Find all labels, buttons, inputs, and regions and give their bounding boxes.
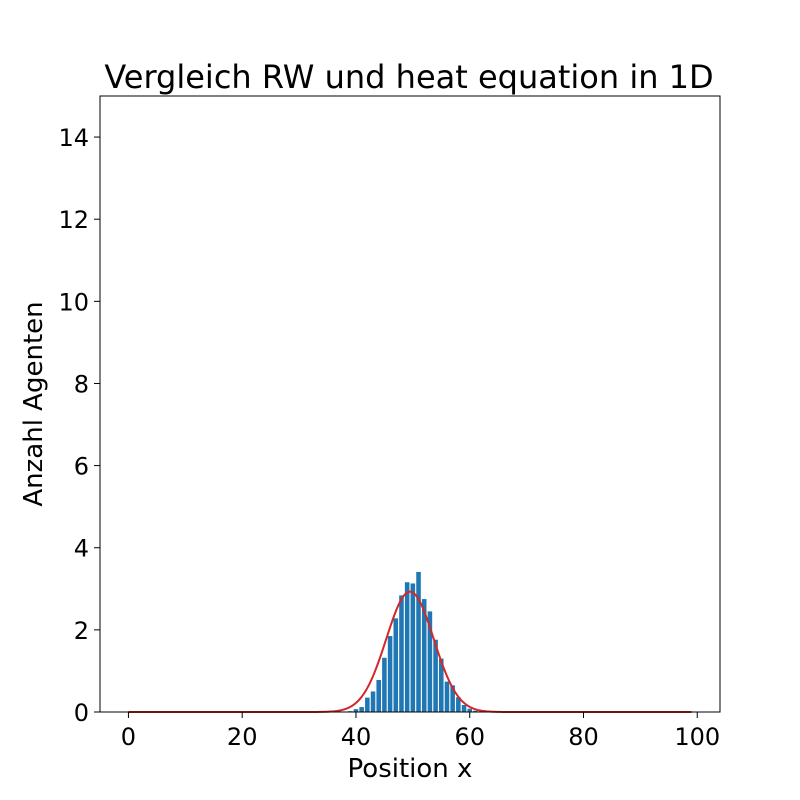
histogram-bar (387, 636, 393, 712)
histogram-bar (370, 691, 376, 712)
y-tick-label: 8 (74, 370, 89, 398)
x-tick-label: 100 (674, 723, 720, 751)
histogram-bar (376, 679, 381, 712)
histogram-bar (433, 639, 438, 712)
histogram-bar (467, 708, 472, 712)
x-tick-label: 0 (121, 723, 136, 751)
histogram-bar (421, 599, 427, 712)
histogram-bar (359, 707, 364, 712)
axes-frame (99, 95, 721, 713)
histogram-bar (439, 658, 444, 712)
y-tick-label: 14 (58, 124, 89, 152)
histogram-bar (416, 571, 421, 712)
y-tick-label: 2 (74, 617, 89, 645)
x-tick-label: 60 (454, 723, 485, 751)
x-axis-label: Position x (348, 754, 473, 784)
histogram-bar (410, 583, 416, 712)
x-axis: 0 20 40 60 80 100 (121, 712, 720, 751)
y-tick-label: 4 (74, 535, 89, 563)
x-tick-label: 80 (568, 723, 599, 751)
y-tick-label: 12 (58, 206, 89, 234)
histogram-bar (444, 681, 450, 712)
x-tick-label: 40 (341, 723, 372, 751)
histogram-bar (393, 618, 399, 712)
y-tick-label: 6 (74, 453, 89, 481)
histogram-bar (365, 697, 370, 712)
histogram-bar (473, 710, 478, 712)
histogram-bar (461, 705, 467, 712)
y-axis-label: Anzahl Agenten (19, 301, 49, 506)
histogram-bar (399, 595, 404, 712)
histogram-bar (382, 657, 387, 712)
histogram-bar (353, 709, 359, 712)
x-tick-label: 20 (227, 723, 258, 751)
histogram-bar (456, 697, 461, 712)
y-tick-label: 10 (58, 288, 89, 316)
histogram-bar (450, 685, 455, 712)
histogram-bar (427, 611, 433, 712)
y-axis: 0 2 4 6 8 10 12 14 (58, 124, 100, 727)
y-tick-label: 0 (74, 699, 89, 727)
chart-title: Vergleich RW und heat equation in 1D (104, 58, 713, 96)
histogram-bar (404, 582, 410, 712)
